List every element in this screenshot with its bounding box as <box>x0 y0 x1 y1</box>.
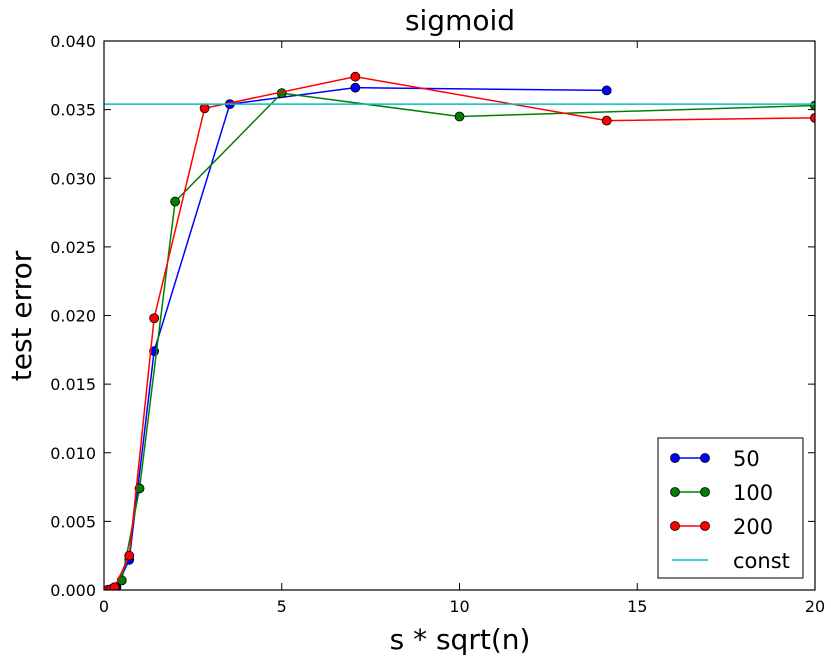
y-tick-label: 0.025 <box>50 238 96 257</box>
data-point-200 <box>199 103 210 114</box>
data-point-100 <box>170 196 181 207</box>
data-point-200 <box>601 115 612 126</box>
legend-marker-100 <box>670 487 680 497</box>
y-axis-label: test error <box>5 250 38 381</box>
y-tick-label: 0.020 <box>50 307 96 326</box>
legend-label-const: const <box>733 549 790 573</box>
series-50 <box>104 82 612 590</box>
x-tick-label: 5 <box>277 597 287 616</box>
data-point-200 <box>124 550 135 561</box>
y-tick-label: 0.015 <box>50 375 96 394</box>
legend-label-100: 100 <box>733 481 773 505</box>
x-tick-label: 20 <box>805 597 825 616</box>
y-tick-label: 0.030 <box>50 169 96 188</box>
legend-marker-200 <box>700 521 710 531</box>
data-point-200 <box>810 112 815 123</box>
y-tick-label: 0.035 <box>50 101 96 120</box>
x-tick-label: 15 <box>627 597 647 616</box>
y-tick-label: 0.005 <box>50 512 96 531</box>
legend-marker-50 <box>670 453 680 463</box>
data-point-100 <box>810 100 815 111</box>
legend: 50 100 200 const <box>657 437 804 579</box>
series-200 <box>104 71 815 590</box>
legend-entry-50: 50 <box>670 447 760 471</box>
legend-entry-100: 100 <box>670 481 773 505</box>
x-axis-ticks: 0 5 10 15 20 <box>99 41 825 616</box>
series-layer <box>104 71 815 590</box>
data-point-200 <box>149 313 160 324</box>
data-point-200 <box>350 71 361 82</box>
x-tick-label: 0 <box>99 597 109 616</box>
legend-entry-const: const <box>672 549 790 573</box>
y-tick-label: 0.040 <box>50 32 96 51</box>
legend-label-200: 200 <box>733 515 773 539</box>
legend-frame <box>657 437 804 579</box>
legend-entry-200: 200 <box>670 515 773 539</box>
data-point-100 <box>134 483 145 494</box>
data-point-50 <box>601 85 612 96</box>
chart-title: sigmoid <box>405 4 515 37</box>
series-line-50 <box>107 86 607 590</box>
legend-marker-200 <box>670 521 680 531</box>
legend-marker-50 <box>700 453 710 463</box>
legend-marker-100 <box>700 487 710 497</box>
legend-label-50: 50 <box>733 447 760 471</box>
y-tick-label: 0.000 <box>50 581 96 600</box>
data-point-100 <box>454 111 465 122</box>
x-axis-label: s * sqrt(n) <box>390 623 531 656</box>
x-tick-label: 10 <box>449 597 469 616</box>
data-point-200 <box>109 582 120 590</box>
y-axis-ticks: 0.000 0.005 0.010 0.015 0.020 0.025 0.030 0.035… <box>50 32 815 600</box>
y-tick-label: 0.010 <box>50 444 96 463</box>
data-point-50 <box>350 82 361 93</box>
